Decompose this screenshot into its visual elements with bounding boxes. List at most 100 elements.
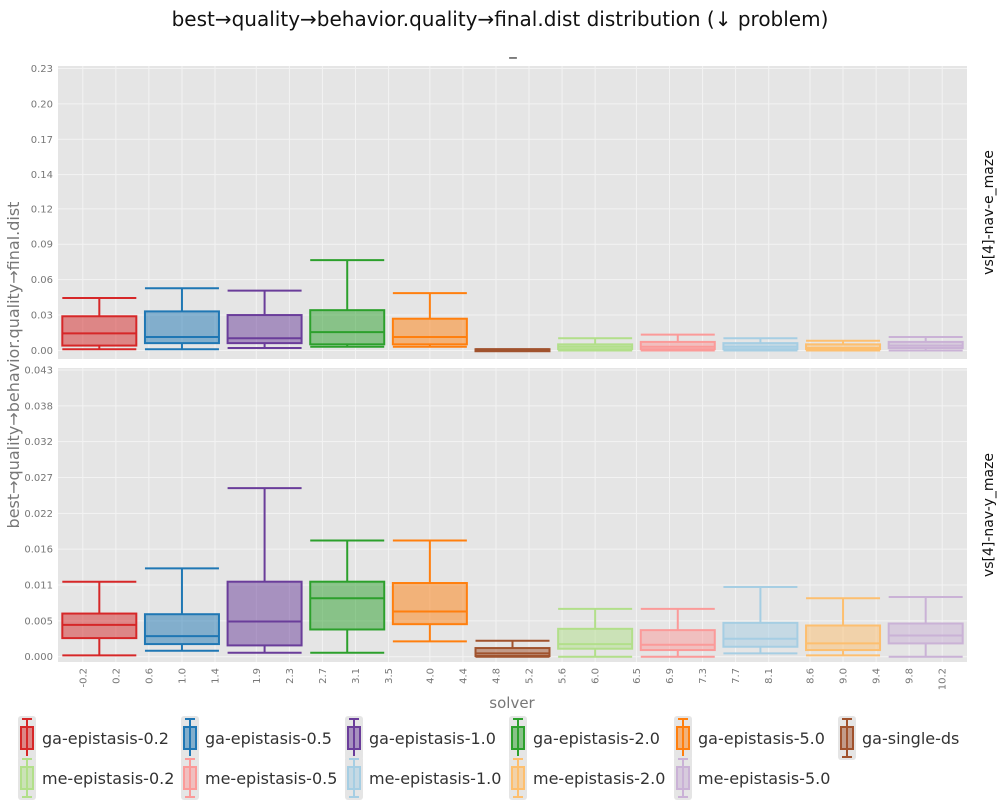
legend-label: me-epistasis-2.0: [533, 769, 665, 788]
legend-item: me-epistasis-5.0: [674, 756, 830, 800]
facet-panel: 0.00 0.03 0.06 0.09 0.12 0.14 0.17 0.20 0.23 vs[4…: [31, 64, 997, 359]
x-tick-label: 9.0: [839, 668, 850, 684]
x-tick-label: 0.2: [111, 668, 122, 684]
box-ga-epistasis-5.0: [391, 539, 468, 643]
x-tick-label: 1.4: [211, 668, 222, 684]
chart-title: best→quality→behavior.quality→final.dist…: [172, 7, 829, 31]
box-body: [391, 317, 468, 346]
x-tick-label: 5.2: [525, 668, 536, 684]
box-body: [474, 647, 551, 658]
box-me-epistasis-0.5: [639, 333, 716, 352]
box-ga-epistasis-2.0: [309, 259, 386, 348]
y-tick-label: 0.00: [31, 346, 53, 357]
box-ga-epistasis-0.2: [61, 580, 138, 657]
box-me-epistasis-0.2: [557, 607, 634, 658]
x-tick-label: 10.2: [938, 668, 949, 690]
facet-label: vs[4]-nav-e_maze: [981, 150, 997, 275]
x-tick-label: -0.2: [78, 668, 89, 688]
facet-panels: 0.00 0.03 0.06 0.09 0.12 0.14 0.17 0.20 0.23 vs[4…: [24, 64, 997, 663]
box-body: [143, 613, 220, 646]
chart-subtitle: _: [508, 41, 517, 60]
legend-key-box: [676, 766, 690, 790]
box-me-epistasis-5.0: [887, 336, 964, 352]
box-me-epistasis-2.0: [805, 339, 882, 352]
x-tick-label: 7.3: [698, 668, 709, 684]
legend-key-box: [347, 726, 361, 750]
legend-label: ga-epistasis-0.2: [42, 729, 169, 748]
box-body: [391, 582, 468, 626]
box-me-epistasis-1.0: [722, 337, 799, 352]
box-body: [805, 624, 882, 652]
legend-item: me-epistasis-0.5: [181, 756, 337, 800]
box-ga-epistasis-1.0: [226, 487, 303, 654]
box-ga-epistasis-0.2: [61, 296, 138, 351]
x-tick-label: 3.1: [351, 668, 362, 684]
y-tick-label: 0.20: [31, 99, 53, 110]
x-tick-label: 6.9: [665, 668, 676, 684]
facet-label: vs[4]-nav-y_maze: [981, 453, 997, 577]
x-tick-label: 6.5: [632, 668, 643, 684]
y-tick-label: 0.032: [24, 437, 53, 448]
y-tick-label: 0.03: [31, 311, 53, 322]
x-tick-label: 4.8: [491, 668, 502, 684]
legend-label: me-epistasis-0.5: [205, 769, 337, 788]
legend-key-box: [676, 726, 690, 750]
box-me-epistasis-5.0: [887, 595, 964, 658]
legend-item: ga-epistasis-5.0: [674, 716, 825, 760]
legend-item: ga-single-ds: [838, 716, 959, 760]
legend-key-box: [183, 726, 197, 750]
box-body: [639, 629, 716, 652]
legend-label: me-epistasis-0.2: [42, 769, 174, 788]
y-tick-label: 0.027: [24, 473, 53, 484]
box-body: [309, 580, 386, 631]
legend-label: me-epistasis-1.0: [369, 769, 501, 788]
x-tick-label: 3.5: [384, 668, 395, 684]
box-me-epistasis-1.0: [722, 586, 799, 655]
box-body: [887, 622, 964, 645]
box-body: [639, 340, 716, 351]
y-tick-label: 0.17: [31, 135, 53, 146]
x-tick-label: 0.6: [144, 668, 155, 684]
box-ga-epistasis-2.0: [309, 539, 386, 654]
legend-key-box: [511, 726, 525, 750]
box-body: [61, 315, 138, 347]
box-body: [805, 343, 882, 351]
y-tick-label: 0.23: [31, 64, 53, 75]
legend-item: me-epistasis-2.0: [509, 756, 665, 800]
box-body: [226, 580, 303, 647]
box-ga-epistasis-0.5: [143, 287, 220, 351]
legend: ga-epistasis-0.2 ga-epistasis-0.5 ga-epist…: [18, 716, 959, 800]
legend-item: ga-epistasis-1.0: [345, 716, 496, 760]
x-tick-label: 4.4: [458, 668, 469, 684]
y-tick-label: 0.12: [31, 204, 53, 215]
legend-item: me-epistasis-1.0: [345, 756, 501, 800]
x-axis-label: solver: [489, 694, 535, 712]
legend-item: ga-epistasis-0.2: [18, 716, 169, 760]
legend-label: ga-epistasis-0.5: [205, 729, 332, 748]
legend-key-box: [183, 766, 197, 790]
box-ga-epistasis-5.0: [391, 292, 468, 348]
legend-key-box: [347, 766, 361, 790]
box-ga-epistasis-1.0: [226, 289, 303, 350]
y-tick-label: 0.06: [31, 275, 53, 286]
legend-item: ga-epistasis-2.0: [509, 716, 660, 760]
plot-background: [58, 368, 967, 662]
x-axis-ticks: -0.2 0.2 0.6 1.0 1.4 1.9 2.3 2.7 3.1 3.5 4.0 4.4 4.8…: [78, 668, 948, 690]
legend-label: ga-single-ds: [862, 729, 959, 748]
box-body: [557, 627, 634, 650]
y-tick-label: 0.011: [24, 581, 53, 592]
x-tick-label: 1.0: [177, 668, 188, 684]
x-tick-label: 8.6: [805, 668, 816, 684]
facet-panel: 0.000 0.005 0.011 0.016 0.022 0.027 0.032 0.038…: [24, 365, 997, 663]
y-tick-label: 0.022: [24, 509, 53, 520]
legend-key-box: [20, 766, 34, 790]
x-tick-label: 2.7: [318, 668, 329, 684]
box-ga-single-ds: [474, 348, 551, 353]
x-tick-label: 5.6: [558, 668, 569, 684]
y-tick-label: 0.043: [24, 365, 53, 376]
legend-key-box: [20, 726, 34, 750]
legend-label: ga-epistasis-1.0: [369, 729, 496, 748]
x-tick-label: 6.0: [591, 668, 602, 684]
box-ga-single-ds: [474, 639, 551, 658]
